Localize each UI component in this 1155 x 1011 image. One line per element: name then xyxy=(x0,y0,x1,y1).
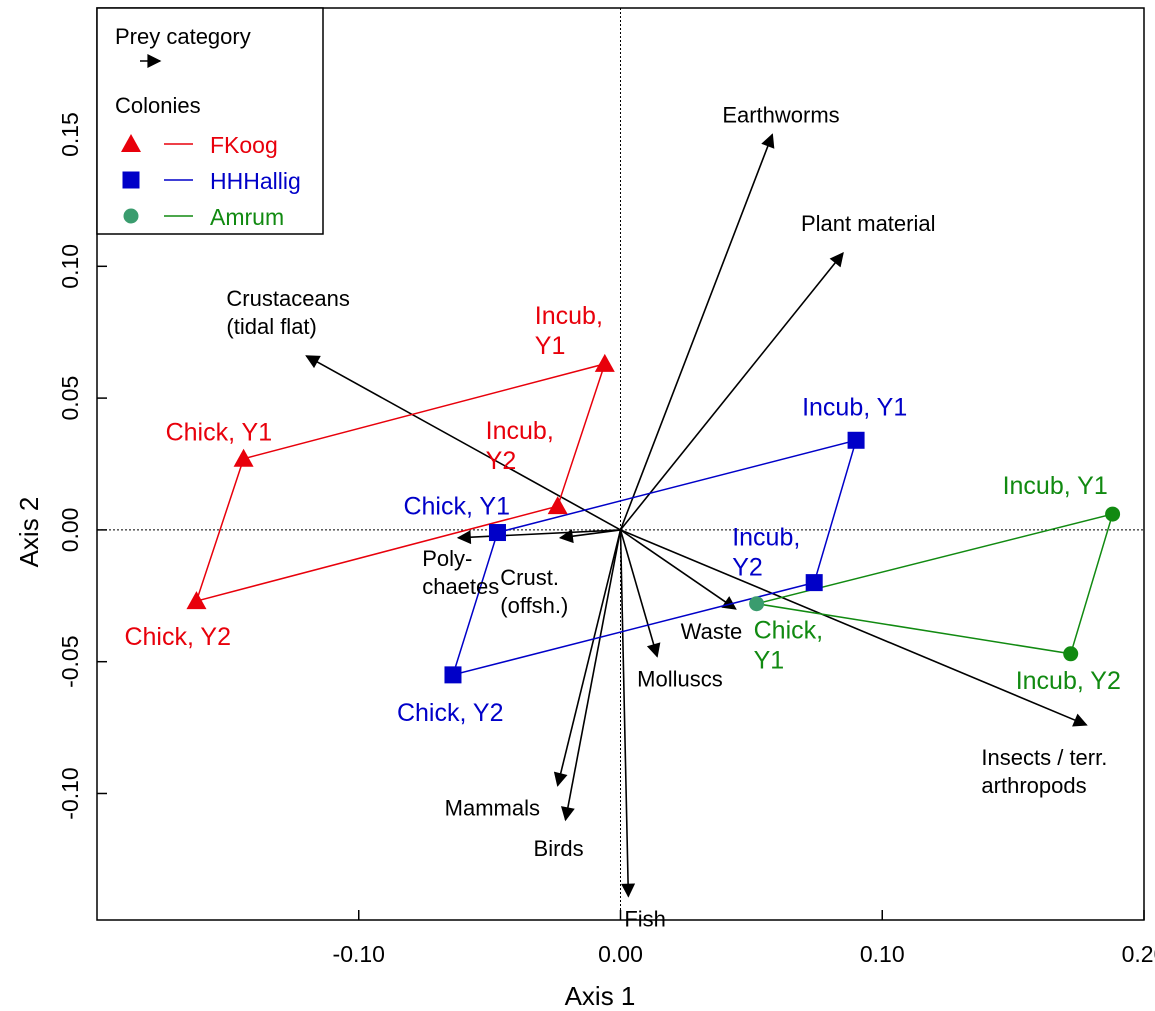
sample-label-hhhallig-chick-y2: Chick, Y2 xyxy=(397,699,504,727)
prey-vector-insects-terr-arthropods xyxy=(620,529,1088,727)
prey-label-insects-terr-arthropods-line-1: Insects / terr. xyxy=(981,745,1107,770)
prey-vector-mammals xyxy=(553,529,622,787)
legend-label-hhhallig: HHHallig xyxy=(210,168,301,194)
legend-marker-hhhallig xyxy=(122,171,140,189)
sample-label-amrum-chick-y1-line-1: Chick, xyxy=(754,617,823,645)
prey-label-waste: Waste xyxy=(681,619,743,644)
y-tick-label: 0.05 xyxy=(57,376,83,421)
prey-label-crustaceans-tidal-flat-line-2: (tidal flat) xyxy=(226,314,316,339)
sample-label-amrum-incub-y2: Incub, Y2 xyxy=(1016,667,1121,695)
sample-marker-fkoog-chick-y2 xyxy=(186,591,207,610)
prey-vector-crust-offsh xyxy=(558,529,621,544)
sample-marker-fkoog-chick-y1 xyxy=(233,448,254,467)
sample-marker-hhhallig-chick-y1 xyxy=(488,524,506,542)
prey-label-earthworms: Earthworms xyxy=(722,103,839,128)
x-tick-label: 0.00 xyxy=(598,941,643,967)
y-tick-label: 0.10 xyxy=(57,244,83,289)
legend-marker-fkoog xyxy=(121,134,141,152)
prey-label-crust-offsh-line-1: Crust. xyxy=(500,565,559,590)
prey-vector-plant-material xyxy=(619,252,844,531)
prey-vector-waste xyxy=(620,529,737,610)
sample-marker-amrum-chick-y1 xyxy=(749,596,765,612)
x-tick-label: -0.10 xyxy=(333,941,385,967)
prey-label-plant-material: Plant material xyxy=(801,211,936,236)
prey-vector-earthworms xyxy=(619,133,775,531)
y-tick-label: -0.05 xyxy=(57,635,83,687)
sample-marker-hhhallig-chick-y2 xyxy=(444,666,462,684)
prey-vector-fish xyxy=(619,529,636,898)
legend-prey-title: Prey category xyxy=(115,24,251,49)
sample-label-hhhallig-incub-y1: Incub, Y1 xyxy=(802,393,907,421)
sample-label-hhhallig-incub-y2-line-1: Incub, xyxy=(732,524,800,552)
prey-label-mammals: Mammals xyxy=(445,796,540,821)
legend-colonies-title: Colonies xyxy=(115,93,201,118)
prey-label-crust-offsh-line-2: (offsh.) xyxy=(500,593,568,618)
prey-label-crustaceans-tidal-flat-line-1: Crustaceans xyxy=(226,286,350,311)
y-tick-label: 0.00 xyxy=(57,508,83,553)
sample-label-fkoog-chick-y2: Chick, Y2 xyxy=(124,623,231,651)
sample-marker-hhhallig-incub-y1 xyxy=(847,431,865,449)
prey-vector-crustaceans-tidal-flat xyxy=(305,355,621,531)
prey-vector-birds xyxy=(561,529,622,822)
y-axis-title: Axis 2 xyxy=(14,497,44,568)
sample-marker-fkoog-incub-y2 xyxy=(547,496,568,515)
sample-label-amrum-chick-y1-line-2: Y1 xyxy=(754,647,785,675)
sample-label-fkoog-incub-y2-line-1: Incub, xyxy=(486,417,554,445)
prey-label-insects-terr-arthropods-line-2: arthropods xyxy=(981,773,1086,798)
sample-marker-fkoog-incub-y1 xyxy=(594,353,615,372)
y-tick-label: 0.15 xyxy=(57,112,83,157)
x-tick-label: 0.20 xyxy=(1122,941,1155,967)
y-tick-label: -0.10 xyxy=(57,767,83,819)
legend-label-fkoog: FKoog xyxy=(210,132,278,158)
sample-marker-amrum-incub-y2 xyxy=(1063,646,1079,662)
legend-box xyxy=(96,7,324,235)
sample-label-hhhallig-incub-y2-line-2: Y2 xyxy=(732,554,763,582)
colony-outline-amrum xyxy=(756,513,1114,655)
prey-vector-polychaetes xyxy=(456,529,621,545)
sample-label-fkoog-chick-y1: Chick, Y1 xyxy=(166,419,273,447)
sample-label-fkoog-incub-y1-line-1: Incub, xyxy=(535,302,603,330)
prey-label-polychaetes-line-1: Poly- xyxy=(422,546,472,571)
sample-label-hhhallig-chick-y1: Chick, Y1 xyxy=(403,493,510,521)
sample-label-amrum-incub-y1: Incub, Y1 xyxy=(1003,472,1108,500)
x-tick-label: 0.10 xyxy=(860,941,905,967)
sample-label-fkoog-incub-y1-line-2: Y1 xyxy=(535,332,566,360)
sample-marker-amrum-incub-y1 xyxy=(1105,506,1121,522)
sample-label-fkoog-incub-y2-line-2: Y2 xyxy=(486,447,517,475)
prey-label-birds: Birds xyxy=(534,836,584,861)
legend-label-amrum: Amrum xyxy=(210,204,284,230)
x-axis-title: Axis 1 xyxy=(565,981,636,1011)
legend-marker-amrum xyxy=(123,208,139,224)
prey-vector-molluscs xyxy=(619,529,661,658)
prey-label-polychaetes-line-2: chaetes xyxy=(422,574,499,599)
prey-label-fish: Fish xyxy=(624,906,666,931)
sample-marker-hhhallig-incub-y2 xyxy=(805,574,823,592)
prey-label-molluscs: Molluscs xyxy=(637,666,723,691)
